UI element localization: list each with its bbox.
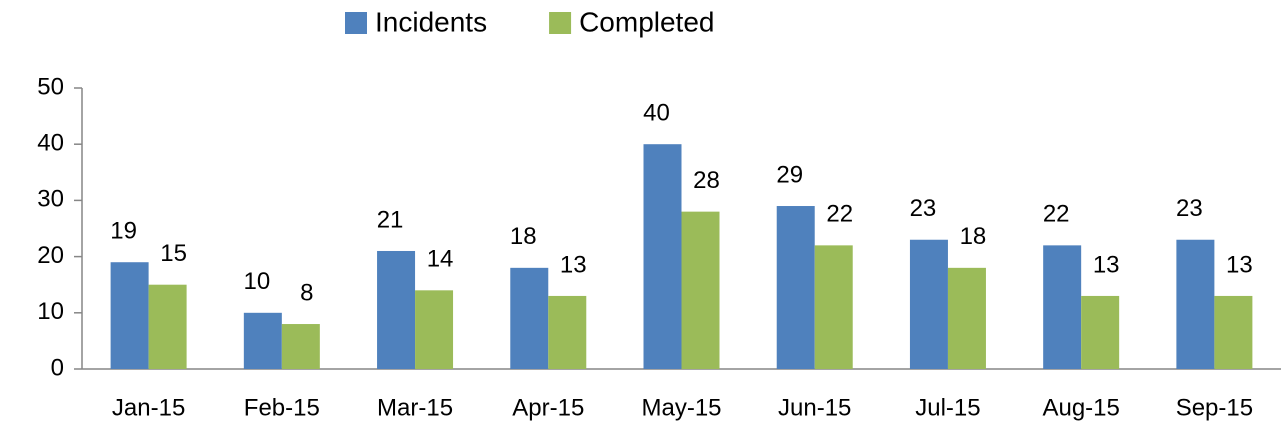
bar [281, 324, 320, 369]
legend-label: Completed [579, 6, 714, 37]
bar [814, 245, 853, 369]
y-tick-label: 0 [51, 354, 64, 381]
x-tick-label: Jun-15 [778, 394, 851, 421]
data-label: 18 [960, 223, 987, 250]
bar [1081, 295, 1120, 369]
data-label: 13 [560, 251, 587, 278]
y-tick-label: 30 [37, 186, 64, 213]
data-label: 23 [1176, 195, 1203, 222]
bar [548, 295, 587, 369]
data-label: 29 [776, 161, 803, 188]
data-label: 22 [826, 201, 853, 228]
x-tick-label: Jul-15 [915, 394, 980, 421]
bar [909, 239, 948, 369]
bar [415, 290, 454, 369]
x-tick-label: Mar-15 [377, 394, 453, 421]
y-tick-label: 20 [37, 242, 64, 269]
data-label: 21 [377, 206, 404, 233]
bar [377, 250, 416, 369]
x-tick-label: May-15 [641, 394, 721, 421]
bar [947, 267, 986, 369]
data-label: 13 [1093, 251, 1120, 278]
y-tick-label: 10 [37, 298, 64, 325]
x-tick-label: Aug-15 [1042, 394, 1119, 421]
legend-swatch [345, 12, 367, 34]
x-tick-label: Apr-15 [512, 394, 584, 421]
x-tick-label: Jan-15 [112, 394, 185, 421]
y-tick-label: 50 [37, 73, 64, 100]
bar [510, 267, 549, 369]
data-label: 18 [510, 223, 537, 250]
bar [776, 206, 815, 369]
data-label: 19 [110, 218, 137, 245]
data-label: 13 [1226, 251, 1253, 278]
bar [643, 144, 682, 369]
data-label: 23 [910, 195, 937, 222]
data-label: 40 [643, 100, 670, 127]
bar [681, 211, 720, 369]
data-label: 15 [160, 240, 187, 267]
legend-label: Incidents [375, 6, 487, 37]
data-label: 8 [300, 279, 313, 306]
data-label: 14 [427, 246, 454, 273]
data-label: 22 [1043, 201, 1070, 228]
y-tick-label: 40 [37, 130, 64, 157]
bar [110, 262, 149, 369]
bar [1043, 245, 1082, 369]
bar [148, 284, 187, 369]
bar [243, 312, 282, 369]
data-label: 28 [693, 167, 720, 194]
x-tick-label: Sep-15 [1176, 394, 1253, 421]
legend-swatch [549, 12, 572, 34]
x-tick-label: Feb-15 [244, 394, 320, 421]
data-label: 10 [243, 268, 270, 295]
bar [1214, 295, 1253, 369]
bar [1176, 239, 1215, 369]
